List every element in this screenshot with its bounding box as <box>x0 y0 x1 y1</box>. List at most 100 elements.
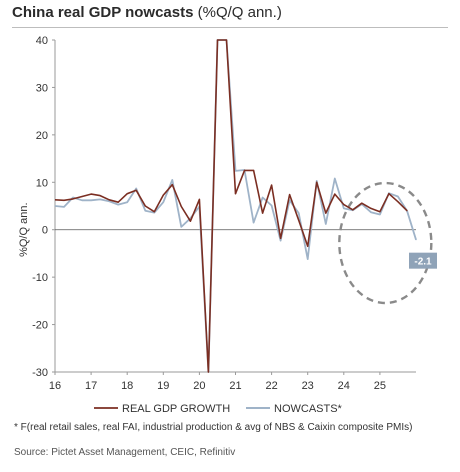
highlight-ellipse <box>338 181 433 305</box>
gdp-growth-point <box>72 198 74 200</box>
gdp-growth-point <box>144 205 146 207</box>
chart: -30 -20 -10 0 10 20 30 40 16 17 18 19 20 21 22 23 24 25 %Q… <box>18 35 437 392</box>
gdp-growth-point <box>271 184 273 186</box>
gdp-growth-point <box>352 209 354 211</box>
gdp-growth-point <box>55 199 56 201</box>
nowcast-point <box>289 199 291 201</box>
legend: REAL GDP GROWTH NOWCASTS* <box>94 403 343 415</box>
gdp-growth-point <box>388 193 390 195</box>
nowcast-point <box>63 206 65 208</box>
chart-title-wrap: China real GDP nowcasts (%Q/Q ann.) <box>12 4 448 21</box>
nowcast-callout-label: -2.1 <box>414 257 432 268</box>
nowcast-point <box>180 226 182 228</box>
gdp-growth-point <box>90 193 92 195</box>
gdp-growth-point <box>361 202 363 204</box>
gdp-growth-point <box>379 211 381 213</box>
gdp-growth-line <box>55 39 408 373</box>
x-tick-label-2016: 16 <box>49 380 61 392</box>
nowcast-point <box>126 201 128 203</box>
gdp-growth-point <box>261 212 264 214</box>
gdp-growth-point <box>280 237 282 239</box>
x-tick-label-2022: 22 <box>265 380 277 392</box>
nowcast-point <box>55 205 56 207</box>
nowcast-point <box>144 210 146 212</box>
chart-title-suffix: (%Q/Q ann.) <box>193 4 282 21</box>
chart-title: China real GDP nowcasts (%Q/Q ann.) <box>12 4 448 21</box>
nowcast-point <box>261 196 264 199</box>
gdp-growth-point <box>343 203 345 206</box>
gdp-growth-point <box>243 169 246 172</box>
gdp-growth-point <box>234 193 237 195</box>
legend-label-nowcast: NOWCASTS* <box>274 403 343 415</box>
gdp-growth-point <box>126 193 128 195</box>
source-note: Source: Pictet Asset Management, CEIC, R… <box>14 447 236 458</box>
gdp-growth-point <box>162 194 164 196</box>
nowcast-point <box>316 180 318 182</box>
gdp-growth-point <box>198 198 200 200</box>
nowcast-point <box>135 187 137 190</box>
nowcast-callout-box <box>409 252 437 269</box>
gdp-growth-point <box>406 210 408 212</box>
gdp-growth-point <box>189 220 191 222</box>
gdp-growth-point <box>225 39 228 41</box>
nowcast-point <box>234 170 237 172</box>
legend-label-gdp: REAL GDP GROWTH <box>122 403 230 415</box>
nowcast-point <box>72 196 74 199</box>
x-tick-label-2017: 17 <box>85 380 97 392</box>
gdp-growth-point <box>397 201 399 203</box>
nowcast-point <box>171 179 173 181</box>
nowcast-point <box>370 211 372 213</box>
gdp-growth-point <box>325 212 327 214</box>
gdp-growth-point <box>216 39 219 41</box>
x-tick-label-2018: 18 <box>121 380 133 392</box>
nowcast-point <box>325 223 327 225</box>
x-tick-label-2025: 25 <box>374 380 386 392</box>
gdp-growth-point <box>81 195 83 198</box>
y-tick-label--10: -10 <box>32 272 48 284</box>
nowcast-point <box>271 204 273 207</box>
y-tick-label-20: 20 <box>36 130 48 142</box>
x-tick-label-2019: 19 <box>157 380 169 392</box>
gdp-growth-point <box>289 194 291 196</box>
x-tick-label-2021: 21 <box>229 380 241 392</box>
nowcast-line <box>55 39 417 373</box>
gdp-growth-point <box>370 207 372 209</box>
nowcast-point <box>307 258 309 260</box>
gdp-growth-point <box>63 199 65 201</box>
nowcast-point <box>117 203 119 206</box>
y-tick-label-40: 40 <box>36 35 48 47</box>
y-tick-label-30: 30 <box>36 82 48 94</box>
gdp-growth-point <box>207 371 210 373</box>
gdp-growth-point <box>171 184 173 186</box>
x-tick-label-2023: 23 <box>302 380 314 392</box>
footnote: * F(real retail sales, real FAI, industr… <box>14 422 413 433</box>
nowcast-point <box>252 222 255 224</box>
nowcast-point <box>415 239 417 241</box>
gdp-growth-point <box>99 194 101 197</box>
y-tick-label--20: -20 <box>32 320 48 332</box>
nowcast-point <box>334 177 336 180</box>
nowcast-point <box>162 201 164 203</box>
y-tick-label--30: -30 <box>32 367 48 379</box>
nowcast-point <box>99 198 101 200</box>
gdp-growth-point <box>180 205 182 208</box>
y-tick-label-10: 10 <box>36 177 48 189</box>
nowcast-point <box>90 199 92 201</box>
nowcast-point <box>81 199 83 201</box>
x-tick-label-2024: 24 <box>338 380 350 392</box>
chart-title-main: China real GDP nowcasts <box>12 4 194 21</box>
y-axis-label: %Q/Q ann. <box>18 203 30 257</box>
nowcast-point <box>108 200 110 202</box>
nowcast-point <box>343 207 345 209</box>
gdp-growth-point <box>334 193 336 195</box>
gdp-growth-point <box>108 199 110 201</box>
title-rule <box>12 27 448 28</box>
gdp-growth-point <box>117 201 119 203</box>
nowcast-point <box>379 213 381 216</box>
nowcast-point <box>397 195 399 198</box>
x-tick-label-2020: 20 <box>193 380 205 392</box>
gdp-growth-point <box>298 219 300 221</box>
gdp-growth-point <box>252 169 255 172</box>
nowcast-point <box>298 212 300 214</box>
gdp-growth-point <box>135 189 137 191</box>
